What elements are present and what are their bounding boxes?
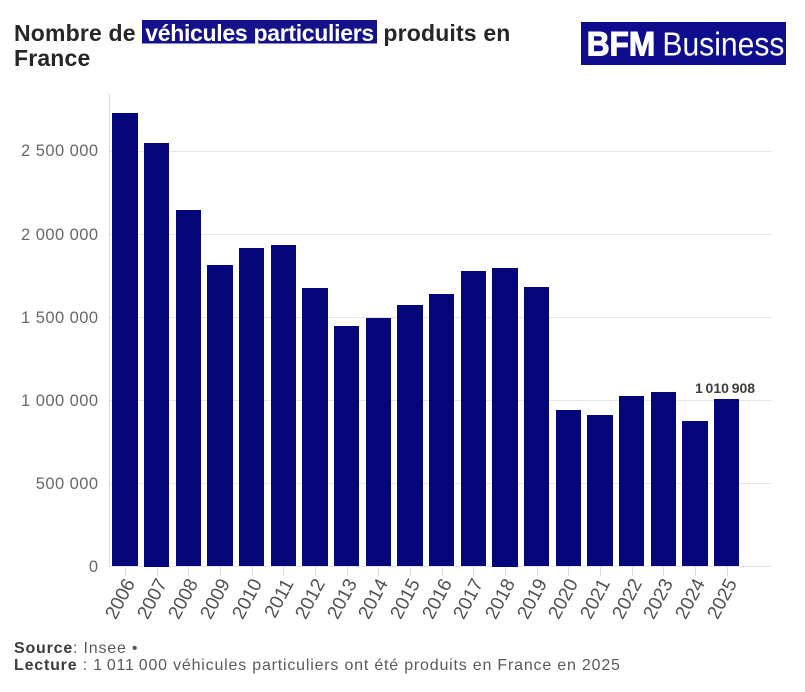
svg-text:BFM: BFM bbox=[587, 25, 656, 63]
svg-text:Business: Business bbox=[662, 26, 784, 63]
